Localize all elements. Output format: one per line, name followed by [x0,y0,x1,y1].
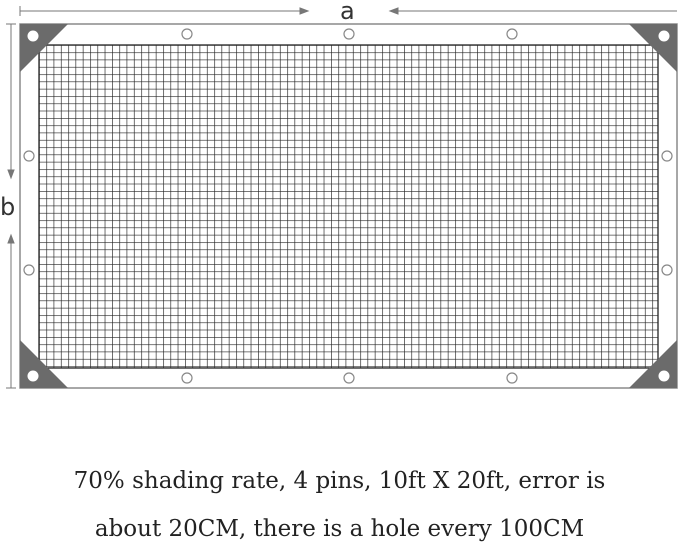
caption-line-2: about 20CM, there is a hole every 100CM [94,516,585,542]
grommet-icon [343,372,355,384]
grommet-icon [661,150,673,162]
grommet-corner-icon [658,370,670,382]
grommet-icon [181,372,193,384]
grommet-icon [343,28,355,40]
height-label: b [0,193,16,221]
width-label: a [340,0,355,25]
grommet-corner-icon [27,30,39,42]
grommet-icon [661,264,673,276]
grommet-icon [181,28,193,40]
grommet-icon [23,150,35,162]
grommet-icon [506,372,518,384]
grommet-icon [506,28,518,40]
grommet-corner-icon [27,370,39,382]
width-dimension-line [19,6,677,16]
caption-line-1: 70% shading rate, 4 pins, 10ft X 20ft, e… [73,468,606,494]
grommet-corner-icon [658,30,670,42]
grommet-icon [23,264,35,276]
mesh-grid [38,44,659,369]
height-dimension-line [6,23,16,389]
